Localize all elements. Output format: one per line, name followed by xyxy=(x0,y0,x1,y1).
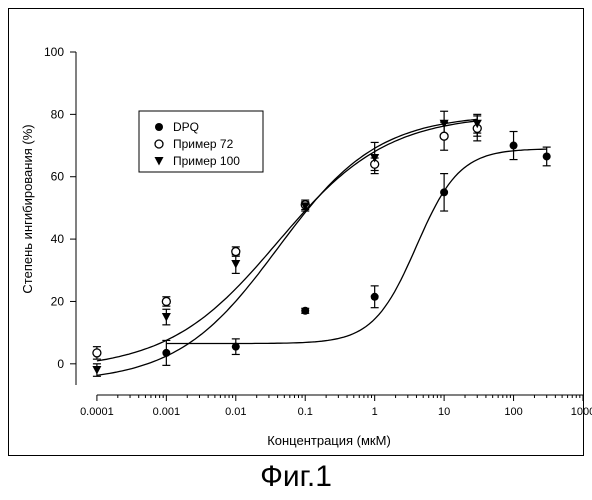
legend-label-2: Пример 72 xyxy=(173,137,234,151)
x-tick-label: 10 xyxy=(438,406,450,418)
data-point-series-3 xyxy=(162,313,171,322)
data-point-series-1 xyxy=(543,152,551,160)
legend: DPQ Пример 72 Пример 100 xyxy=(139,111,263,172)
data-point-series-2 xyxy=(440,132,448,140)
y-tick-label: 100 xyxy=(44,45,64,59)
data-point-series-1 xyxy=(510,142,518,150)
legend-label-1: DPQ xyxy=(173,120,199,134)
figure-caption: Фиг.1 xyxy=(0,460,592,494)
x-tick-label: 0.1 xyxy=(298,406,313,418)
data-point-series-2 xyxy=(93,349,101,357)
x-tick-label: 1000 xyxy=(571,406,592,418)
x-tick-label: 0.0001 xyxy=(80,406,114,418)
legend-marker-2 xyxy=(155,140,163,148)
data-point-series-2 xyxy=(162,297,170,305)
x-tick-label: 0.001 xyxy=(153,406,181,418)
legend-marker-1 xyxy=(155,123,163,131)
data-point-series-3 xyxy=(92,366,101,375)
y-tick-label: 20 xyxy=(51,294,65,308)
x-tick-label: 0.01 xyxy=(225,406,246,418)
y-tick-label: 0 xyxy=(57,357,64,371)
chart: 0 20 40 60 80 100 0.0001 0.001 0.01 0.1 1 10 100 1000… xyxy=(0,0,592,458)
data-point-series-1 xyxy=(162,349,170,357)
x-tick-label: 1 xyxy=(372,406,378,418)
data-point-series-1 xyxy=(301,307,309,315)
y-tick-label: 80 xyxy=(51,107,65,121)
data-point-series-3 xyxy=(231,260,240,269)
x-axis-label: Концентрация (мкМ) xyxy=(267,433,391,448)
x-tick-label: 100 xyxy=(504,406,522,418)
data-point-series-2 xyxy=(232,248,240,256)
data-point-series-1 xyxy=(371,293,379,301)
y-tick-label: 60 xyxy=(51,170,65,184)
axis-ticks: 0 20 40 60 80 100 0.0001 0.001 0.01 0.1 1 10 100 1000 xyxy=(44,45,592,418)
legend-label-3: Пример 100 xyxy=(173,154,240,168)
axes xyxy=(76,52,583,395)
y-tick-label: 40 xyxy=(51,232,65,246)
data-point-series-1 xyxy=(232,343,240,351)
data-point-series-1 xyxy=(440,188,448,196)
y-axis-label: Степень ингибирования (%) xyxy=(20,124,35,293)
